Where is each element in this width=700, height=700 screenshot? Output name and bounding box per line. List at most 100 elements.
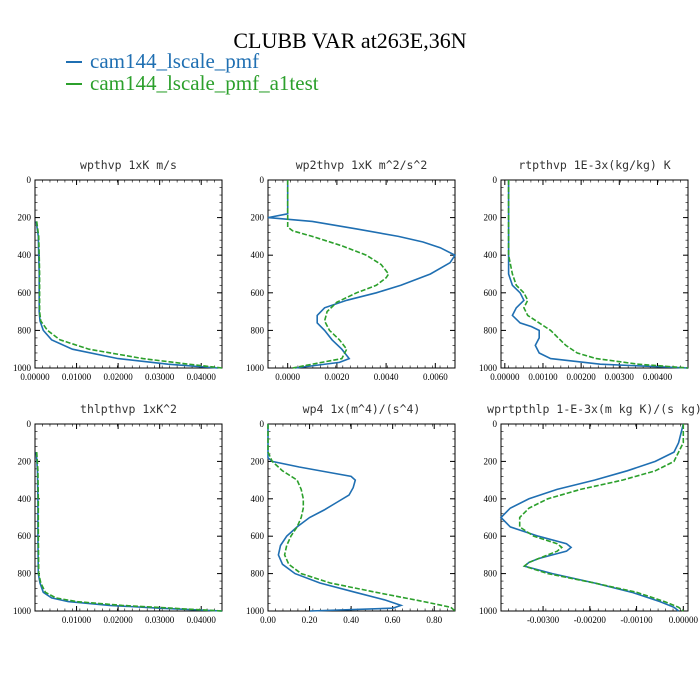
chart-title: thlpthvp 1xK^2 bbox=[80, 402, 177, 416]
legend-entry-1: cam144_lscale_pmf bbox=[66, 50, 319, 72]
y-tick-label: 0 bbox=[493, 419, 498, 429]
y-tick-label: 400 bbox=[18, 250, 32, 260]
x-tick-label: 0.00000 bbox=[669, 615, 699, 625]
series-line-1 bbox=[267, 424, 404, 612]
y-tick-label: 600 bbox=[18, 531, 32, 541]
y-tick-label: 0 bbox=[260, 175, 265, 185]
x-tick-label: 0.01000 bbox=[62, 615, 92, 625]
x-tick-label: 0.04000 bbox=[187, 372, 217, 382]
x-tick-label: -0.00100 bbox=[620, 615, 653, 625]
y-tick-label: 0 bbox=[493, 175, 498, 185]
y-tick-label: 200 bbox=[18, 213, 32, 223]
x-tick-label: 0.01000 bbox=[62, 372, 92, 382]
plot-frame bbox=[267, 423, 456, 612]
y-tick-label: 800 bbox=[18, 325, 32, 335]
series-line-2 bbox=[267, 424, 456, 612]
y-tick-label: 800 bbox=[484, 569, 498, 579]
y-tick-label: 800 bbox=[18, 569, 32, 579]
chart-title: wp4 1x(m^4)/(s^4) bbox=[303, 402, 421, 416]
y-tick-label: 200 bbox=[18, 456, 32, 466]
x-tick-label: 0.0040 bbox=[374, 372, 399, 382]
y-tick-label: 0 bbox=[27, 419, 32, 429]
chart-panel-3: rtpthvp 1E-3x(kg/kg) K020040060080010000… bbox=[479, 158, 689, 382]
y-tick-label: 400 bbox=[251, 250, 265, 260]
y-tick-label: 1000 bbox=[479, 363, 498, 373]
chart-panel-4: thlpthvp 1xK^2 0 200 400 600 800 1000 0.01000 0.… bbox=[13, 402, 223, 625]
legend-swatch-1 bbox=[66, 61, 82, 63]
x-tick-label: 0.00000 bbox=[20, 372, 50, 382]
legend-label-1: cam144_lscale_pmf bbox=[90, 49, 260, 73]
plot-frame bbox=[267, 179, 456, 369]
y-tick-label: 1000 bbox=[246, 606, 265, 616]
series-line-1 bbox=[267, 180, 457, 369]
x-tick-label: 0.00000 bbox=[490, 372, 520, 382]
x-tick-label: 0.04000 bbox=[187, 615, 217, 625]
chart-title: wpthvp 1xK m/s bbox=[80, 158, 177, 172]
chart-title: wprtpthlp 1-E-3x(m kg K)/(s kg) bbox=[487, 402, 700, 416]
chart-panel-2: wp2thvp 1xK m^2/s^2 0 200 400 600 800 1000 0.00… bbox=[246, 158, 457, 382]
y-tick-label: 600 bbox=[18, 288, 32, 298]
x-tick-label: -0.00200 bbox=[574, 615, 607, 625]
x-tick-label: 0.02000 bbox=[103, 372, 133, 382]
x-tick-label: 0.03000 bbox=[145, 372, 175, 382]
x-tick-label: 0.20 bbox=[302, 615, 318, 625]
y-tick-label: 1000 bbox=[479, 606, 498, 616]
y-tick-label: 400 bbox=[251, 494, 265, 504]
series-line-2 bbox=[35, 221, 223, 369]
series-line-2 bbox=[286, 180, 390, 369]
y-tick-label: 600 bbox=[251, 531, 265, 541]
x-tick-label: 0.00100 bbox=[528, 372, 558, 382]
plot-frame bbox=[500, 179, 689, 369]
series-line-2 bbox=[35, 452, 223, 612]
x-tick-label: 0.03000 bbox=[145, 615, 175, 625]
x-tick-label: 0.0000 bbox=[275, 372, 300, 382]
series-line-1 bbox=[499, 423, 685, 612]
y-tick-label: 1000 bbox=[13, 363, 32, 373]
chart-title: wp2thvp 1xK m^2/s^2 bbox=[296, 158, 428, 172]
x-tick-label: 0.0060 bbox=[423, 372, 448, 382]
x-tick-label: 0.0020 bbox=[325, 372, 350, 382]
series-line-1 bbox=[35, 452, 223, 612]
y-tick-label: 600 bbox=[251, 288, 265, 298]
y-tick-label: 200 bbox=[251, 213, 265, 223]
y-tick-label: 400 bbox=[18, 494, 32, 504]
plot-frame bbox=[34, 179, 223, 369]
x-tick-label: 0.80 bbox=[426, 615, 442, 625]
y-tick-label: 1000 bbox=[246, 363, 265, 373]
y-tick-label: 800 bbox=[484, 325, 498, 335]
x-tick-label: 0.02000 bbox=[103, 615, 133, 625]
x-tick-label: 0.60 bbox=[385, 615, 401, 625]
series-line-1 bbox=[35, 221, 218, 369]
series-line-2 bbox=[518, 424, 685, 612]
figure-title: CLUBB VAR at263E,36N bbox=[233, 28, 467, 53]
x-tick-label: 0.00300 bbox=[605, 372, 635, 382]
x-tick-label: 0.00 bbox=[260, 615, 276, 625]
legend-swatch-2 bbox=[66, 83, 82, 85]
y-tick-label: 800 bbox=[251, 325, 265, 335]
plot-frame bbox=[34, 423, 223, 612]
legend-label-2: cam144_lscale_pmf_a1test bbox=[90, 71, 319, 95]
y-tick-label: 200 bbox=[484, 456, 498, 466]
y-tick-label: 200 bbox=[484, 213, 498, 223]
chart-panel-6: wprtpthlp 1-E-3x(m kg K)/(s kg) 0 200 400 60… bbox=[479, 402, 700, 625]
y-tick-label: 600 bbox=[484, 531, 498, 541]
y-tick-label: 400 bbox=[484, 494, 498, 504]
y-tick-label: 0 bbox=[260, 419, 265, 429]
y-tick-label: 800 bbox=[251, 569, 265, 579]
x-tick-label: -0.00300 bbox=[527, 615, 560, 625]
series-line-2 bbox=[507, 180, 689, 369]
x-tick-label: 0.00400 bbox=[643, 372, 673, 382]
legend: cam144_lscale_pmf cam144_lscale_pmf_a1te… bbox=[66, 50, 319, 94]
legend-entry-2: cam144_lscale_pmf_a1test bbox=[66, 72, 319, 94]
x-tick-label: 0.00200 bbox=[567, 372, 597, 382]
chart-title: rtpthvp 1E-3x(kg/kg) K bbox=[518, 158, 670, 172]
y-tick-label: 400 bbox=[484, 250, 498, 260]
y-tick-label: 1000 bbox=[13, 606, 32, 616]
y-tick-label: 200 bbox=[251, 456, 265, 466]
series-line-1 bbox=[507, 180, 689, 369]
x-tick-label: 0.40 bbox=[343, 615, 359, 625]
